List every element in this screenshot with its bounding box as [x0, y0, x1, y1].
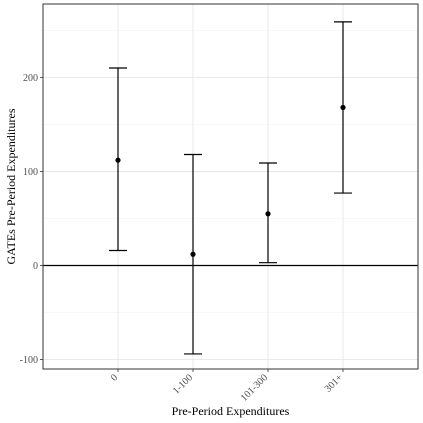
point-estimate: [340, 104, 346, 111]
y-tick-label: -100: [20, 355, 38, 366]
grid: [43, 4, 418, 369]
axes: -100 0 100 200 0 1-100 101-300 301+: [20, 73, 346, 404]
x-tick-label: 101-300: [239, 372, 270, 403]
x-tick-label: 0: [109, 372, 120, 383]
errorbar-1-100: [184, 153, 202, 355]
x-axis-title: Pre-Period Expenditures: [172, 404, 290, 418]
plot-panel-border: [42, 3, 419, 370]
y-tick-label: 100: [23, 167, 38, 178]
x-tick-label: 1-100: [171, 372, 195, 396]
x-tick-label: 301+: [323, 372, 346, 395]
y-tick-label: 200: [23, 73, 38, 84]
error-bars: [109, 21, 352, 355]
errorbar-301+: [334, 21, 352, 194]
point-estimate: [190, 251, 196, 257]
errorbar-0: [109, 67, 127, 252]
y-tick-label: 0: [33, 261, 38, 272]
errorbar-101-300: [259, 162, 277, 264]
y-axis-title: GATEs Pre-Period Expenditures: [4, 108, 18, 264]
point-estimate: [265, 211, 271, 217]
point-estimate: [115, 157, 121, 163]
